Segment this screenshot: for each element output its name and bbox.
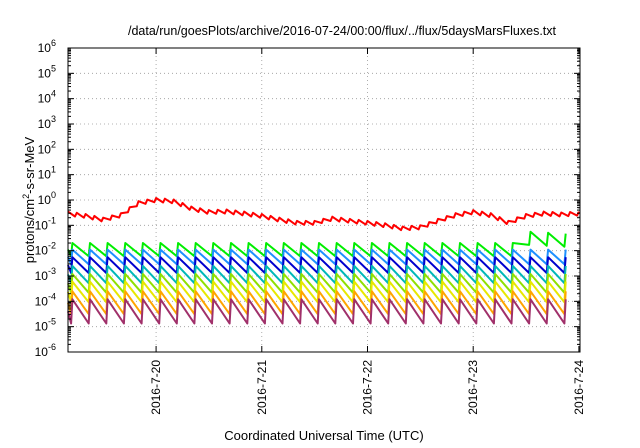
x-tick-label: 2016-7-23 (466, 360, 480, 415)
x-tick-label: 2016-7-20 (149, 360, 163, 415)
y-tick-label: 103 (38, 114, 56, 131)
y-tick-label: 10-1 (35, 215, 56, 232)
series-line-9 (67, 298, 567, 325)
x-tick-label: 2016-7-21 (255, 360, 269, 415)
y-tick-labels: 10-6 10-5 10-4 10-3 10-2 10-1 100 101 102 103 104 1… (35, 38, 56, 359)
y-tick-label: 10-5 (35, 317, 56, 334)
y-tick-label: 105 (38, 63, 56, 80)
chart-title: /data/run/goesPlots/archive/2016-07-24/0… (128, 24, 557, 38)
y-tick-label: 101 (38, 165, 56, 182)
series-lines (67, 197, 580, 325)
y-tick-label: 10-4 (35, 291, 56, 308)
y-tick-label: 106 (38, 38, 56, 55)
y-tick-label: 104 (38, 89, 56, 106)
y-tick-label: 102 (38, 139, 56, 156)
axis-ticks (68, 47, 580, 353)
x-tick-label: 2016-7-24 (572, 360, 586, 415)
y-tick-label: 10-3 (35, 266, 56, 283)
x-tick-label: 2016-7-22 (360, 360, 374, 415)
x-tick-labels: 2016-7-20 2016-7-21 2016-7-22 2016-7-23 2016… (149, 360, 586, 415)
x-axis-title: Coordinated Universal Time (UTC) (224, 428, 423, 443)
y-axis-title: protons/cm2-s-sr-MeV (21, 136, 37, 263)
y-tick-label: 10-2 (35, 241, 56, 258)
series-line-1 (67, 197, 580, 232)
y-tick-label: 100 (38, 190, 56, 207)
y-tick-label: 10-6 (35, 342, 56, 359)
